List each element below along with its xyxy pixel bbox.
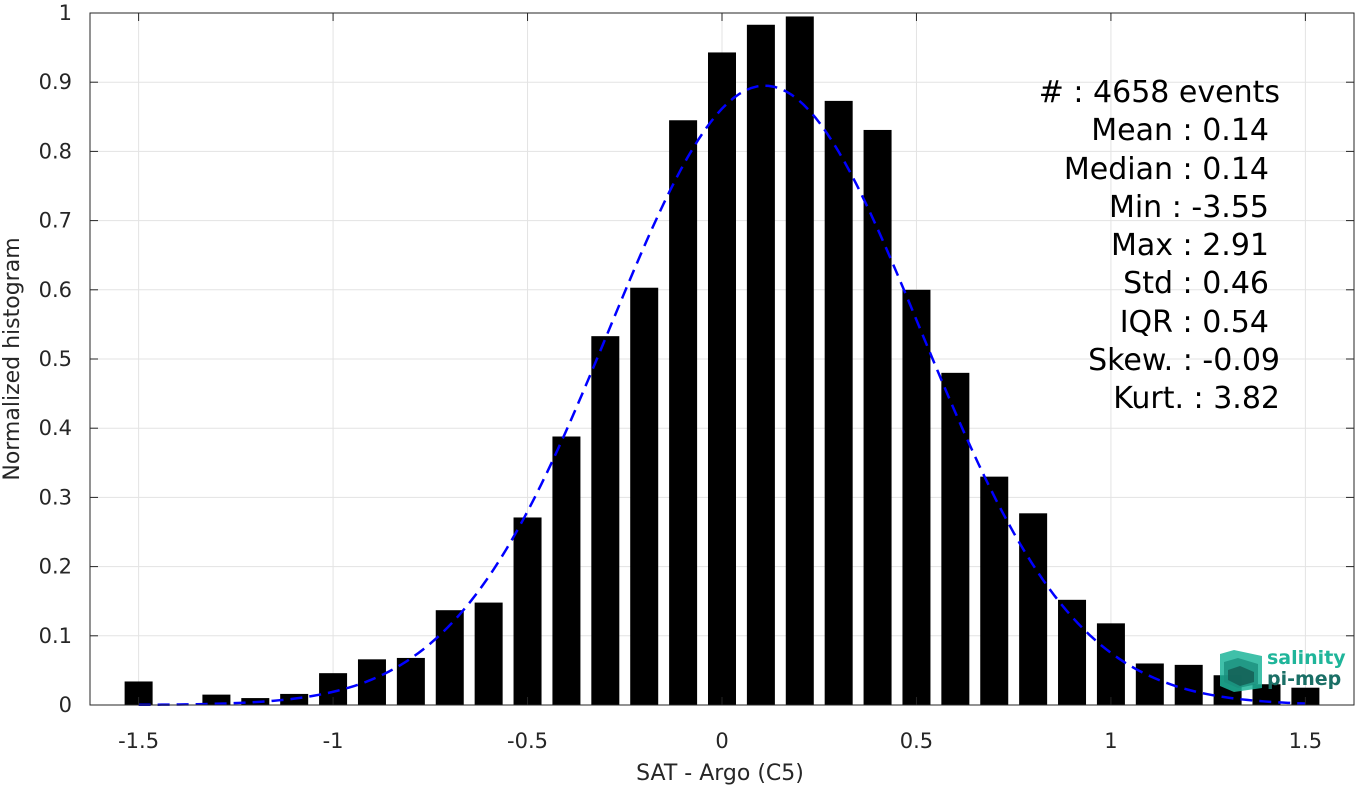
x-tick-label: -0.5 bbox=[507, 729, 548, 753]
histogram-bar bbox=[746, 24, 775, 706]
histogram-bar bbox=[357, 659, 386, 705]
histogram-bar bbox=[1174, 664, 1203, 705]
y-tick-label: 0.3 bbox=[39, 485, 72, 509]
histogram-bar bbox=[591, 336, 620, 705]
y-tick-label: 0.4 bbox=[39, 416, 72, 440]
stats-skewness: Skew. : -0.09 bbox=[1088, 343, 1280, 379]
stats-std: Std : 0.46 bbox=[1123, 266, 1269, 302]
y-tick-label: 0.2 bbox=[39, 555, 72, 579]
x-tick-label: 1 bbox=[1104, 729, 1117, 753]
stats-mean: Mean : 0.14 bbox=[1091, 113, 1269, 149]
histogram-bar bbox=[1058, 599, 1087, 705]
histogram-bar bbox=[1019, 513, 1048, 705]
x-tick-label: 0.5 bbox=[900, 729, 933, 753]
histogram-bar bbox=[669, 120, 698, 705]
logo-mark-icon bbox=[1220, 650, 1262, 692]
x-axis-label: SAT - Argo (C5) bbox=[636, 761, 804, 786]
histogram-bar bbox=[785, 16, 814, 705]
stats-min: Min : -3.55 bbox=[1108, 189, 1269, 225]
histogram-bar bbox=[824, 100, 853, 705]
x-tick-label: -1.5 bbox=[118, 729, 159, 753]
y-tick-label: 0.7 bbox=[39, 209, 72, 233]
y-tick-label: 0 bbox=[59, 693, 72, 717]
histogram-bar bbox=[941, 372, 970, 705]
stats-max: Max : 2.91 bbox=[1111, 228, 1269, 264]
y-tick-label: 0.6 bbox=[39, 278, 72, 302]
y-tick-label: 0.8 bbox=[39, 139, 72, 163]
logo-line1: salinity bbox=[1267, 647, 1346, 669]
stats-panel: # : 4658 events Mean : 0.14 Median : 0.1… bbox=[960, 74, 1280, 419]
stats-kurtosis: Kurt. : 3.82 bbox=[1113, 381, 1280, 417]
y-axis-label: Normalized histogram bbox=[0, 237, 25, 480]
histogram-bar bbox=[980, 476, 1009, 705]
histogram-bar bbox=[1135, 663, 1164, 705]
axis-ticks: -1.5 -1 -0.5 0 0.5 1 1.5 0 0.1 0.2 0.3 0.4 0.5 0.6 0.7… bbox=[39, 1, 1354, 753]
histogram-bar bbox=[863, 129, 892, 705]
x-tick-label: 0 bbox=[715, 729, 728, 753]
y-tick-label: 1 bbox=[59, 1, 72, 25]
logo-text: salinity pi-mep bbox=[1267, 648, 1346, 690]
histogram-bar bbox=[202, 694, 231, 705]
histogram-bar bbox=[474, 602, 503, 705]
histogram-bar bbox=[707, 52, 737, 706]
histogram-bar bbox=[1096, 623, 1125, 705]
fit-curve bbox=[138, 84, 1306, 707]
x-tick-label: -1 bbox=[323, 729, 344, 753]
logo-line2: pi-mep bbox=[1267, 668, 1342, 690]
histogram-bar bbox=[513, 517, 542, 705]
histogram-bar bbox=[124, 681, 153, 705]
y-tick-label: 0.9 bbox=[39, 70, 72, 94]
stats-iqr: IQR : 0.54 bbox=[1119, 304, 1269, 340]
histogram-bar bbox=[630, 287, 659, 705]
salinity-pimep-logo: salinity pi-mep bbox=[1218, 646, 1346, 696]
histogram-bar bbox=[1291, 687, 1320, 705]
stats-count: # : 4658 events bbox=[1038, 75, 1280, 110]
histogram-bars bbox=[124, 16, 1320, 706]
histogram-bar bbox=[902, 289, 931, 705]
histogram-bar bbox=[552, 436, 581, 705]
x-tick-label: 1.5 bbox=[1289, 729, 1322, 753]
y-tick-label: 0.1 bbox=[39, 624, 72, 648]
stats-median: Median : 0.14 bbox=[1063, 151, 1269, 187]
y-tick-label: 0.5 bbox=[39, 347, 72, 371]
